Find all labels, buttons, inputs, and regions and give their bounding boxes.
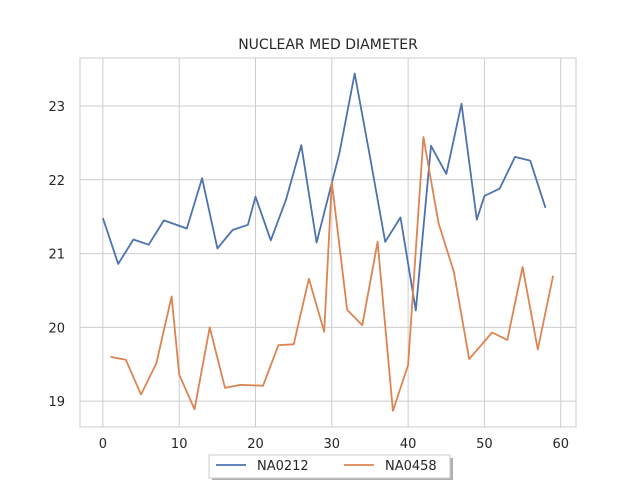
y-tick-label: 23 (48, 100, 65, 115)
y-tick-label: 20 (48, 321, 65, 336)
x-tick-label: 30 (324, 437, 341, 452)
series-layer (102, 72, 554, 412)
plot-border (79, 57, 577, 428)
series-line-na0458 (110, 136, 554, 412)
x-tick-label: 10 (171, 437, 188, 452)
legend-label-na0458: NA0458 (385, 459, 437, 474)
x-tick-label: 60 (552, 437, 569, 452)
legend: NA0212 NA0458 (208, 454, 453, 480)
x-tick-labels: 0 10 20 30 40 50 60 (99, 437, 569, 452)
series-line-na0212 (102, 72, 547, 312)
legend-label-na0212: NA0212 (257, 459, 309, 474)
legend-box (208, 454, 451, 479)
x-gridlines (102, 58, 562, 427)
x-tick-label: 40 (400, 437, 417, 452)
y-tick-labels: 19 20 21 22 23 (48, 100, 65, 410)
y-tick-label: 19 (48, 395, 65, 410)
x-tick-label: 50 (476, 437, 493, 452)
y-tick-label: 22 (48, 174, 65, 189)
x-tick-label: 0 (99, 437, 107, 452)
x-tick-label: 20 (247, 437, 264, 452)
chart-title: NUCLEAR MED DIAMETER (238, 37, 418, 53)
y-tick-label: 21 (48, 248, 65, 263)
